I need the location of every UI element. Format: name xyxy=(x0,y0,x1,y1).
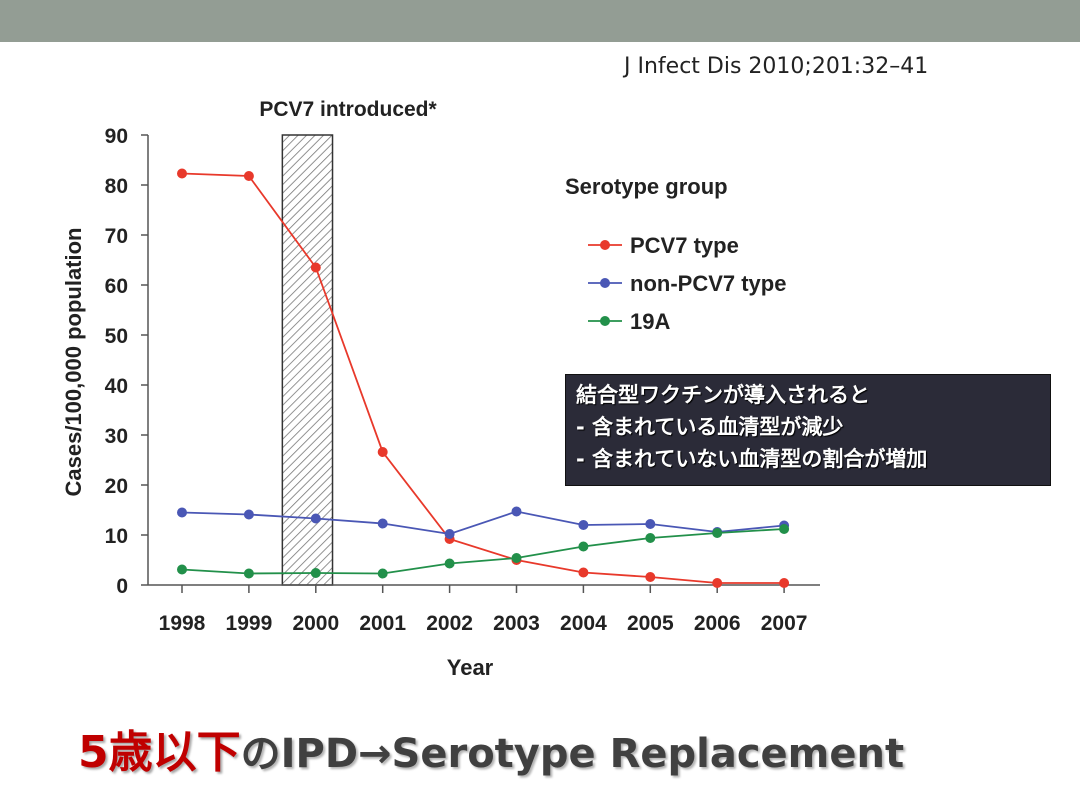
x-tick-label: 2004 xyxy=(560,612,607,635)
data-point xyxy=(243,171,254,181)
data-point xyxy=(377,568,388,579)
y-tick-label: 10 xyxy=(105,525,128,548)
data-point xyxy=(645,572,656,582)
x-tick-label: 2006 xyxy=(694,612,741,635)
data-point xyxy=(310,568,321,578)
y-tick-label: 50 xyxy=(105,325,128,348)
y-tick-label: 20 xyxy=(105,475,128,498)
x-tick-label: 2002 xyxy=(426,612,473,635)
callout-box: 結合型ワクチンが導入されると - 含まれている血清型が減少 - 含まれていない血… xyxy=(565,374,1051,486)
citation: J Infect Dis 2010;201:32–41 xyxy=(624,54,929,79)
data-point xyxy=(779,524,790,534)
y-axis-title: Cases/100,000 population xyxy=(61,228,86,497)
data-point xyxy=(310,262,321,273)
data-point xyxy=(243,509,254,520)
callout-line: 結合型ワクチンが導入されると xyxy=(576,383,870,407)
callout-line: - 含まれている血清型が減少 xyxy=(576,415,844,439)
header-band xyxy=(0,0,1080,42)
y-tick-label: 60 xyxy=(105,275,128,298)
data-point xyxy=(578,520,589,530)
slide-title-rest: のIPD→Serotype Replacement xyxy=(240,731,905,777)
data-point xyxy=(377,518,388,529)
legend-swatch-marker xyxy=(600,240,610,250)
x-tick-label: 2000 xyxy=(292,612,339,635)
slide-title: 5歳以下のIPD→Serotype Replacement xyxy=(78,716,904,780)
data-point xyxy=(578,567,589,578)
data-point xyxy=(243,568,254,579)
x-axis-title: Year xyxy=(447,655,494,680)
line-chart: PCV7 introduced* 0 10 20 30 40 50 60 70 80 90 1998… xyxy=(61,98,820,680)
x-tick-label: 1998 xyxy=(159,612,206,635)
y-tick-label: 90 xyxy=(105,125,128,148)
data-point xyxy=(511,553,522,563)
x-tick-label: 1999 xyxy=(226,612,273,635)
series-line-3 xyxy=(181,528,785,575)
x-tick-label: 2007 xyxy=(761,612,808,635)
y-tick-label: 0 xyxy=(116,575,128,598)
data-point xyxy=(177,507,187,518)
legend-label: PCV7 type xyxy=(630,233,739,258)
data-point xyxy=(177,564,187,575)
legend-label: 19A xyxy=(630,309,670,334)
legend-swatch-marker xyxy=(600,316,610,326)
series-line-1 xyxy=(181,172,785,584)
data-point xyxy=(578,541,589,552)
series-line-2 xyxy=(181,510,785,535)
y-tick-label: 70 xyxy=(105,225,128,248)
annotation-label: PCV7 introduced* xyxy=(259,98,437,121)
data-point xyxy=(645,533,656,543)
x-tick-label: 2005 xyxy=(627,612,674,635)
data-point xyxy=(712,528,723,538)
data-point xyxy=(177,168,187,179)
data-point xyxy=(444,558,455,569)
legend-title: Serotype group xyxy=(565,174,728,199)
slide-title-highlight: 5歳以下 xyxy=(78,727,241,778)
data-point xyxy=(377,447,388,457)
data-point xyxy=(779,578,790,588)
data-point xyxy=(712,578,723,588)
legend-label: non-PCV7 type xyxy=(630,271,786,296)
callout-line: - 含まれていない血清型の割合が増加 xyxy=(576,447,928,471)
y-tick-label: 80 xyxy=(105,175,128,198)
data-point xyxy=(444,529,455,539)
data-point xyxy=(310,513,321,524)
data-point xyxy=(645,519,656,529)
data-point xyxy=(511,506,522,517)
x-tick-label: 2003 xyxy=(493,612,540,635)
legend-swatch-marker xyxy=(600,278,610,288)
y-tick-label: 40 xyxy=(105,375,128,398)
y-tick-label: 30 xyxy=(105,425,128,448)
x-tick-label: 2001 xyxy=(359,612,406,635)
